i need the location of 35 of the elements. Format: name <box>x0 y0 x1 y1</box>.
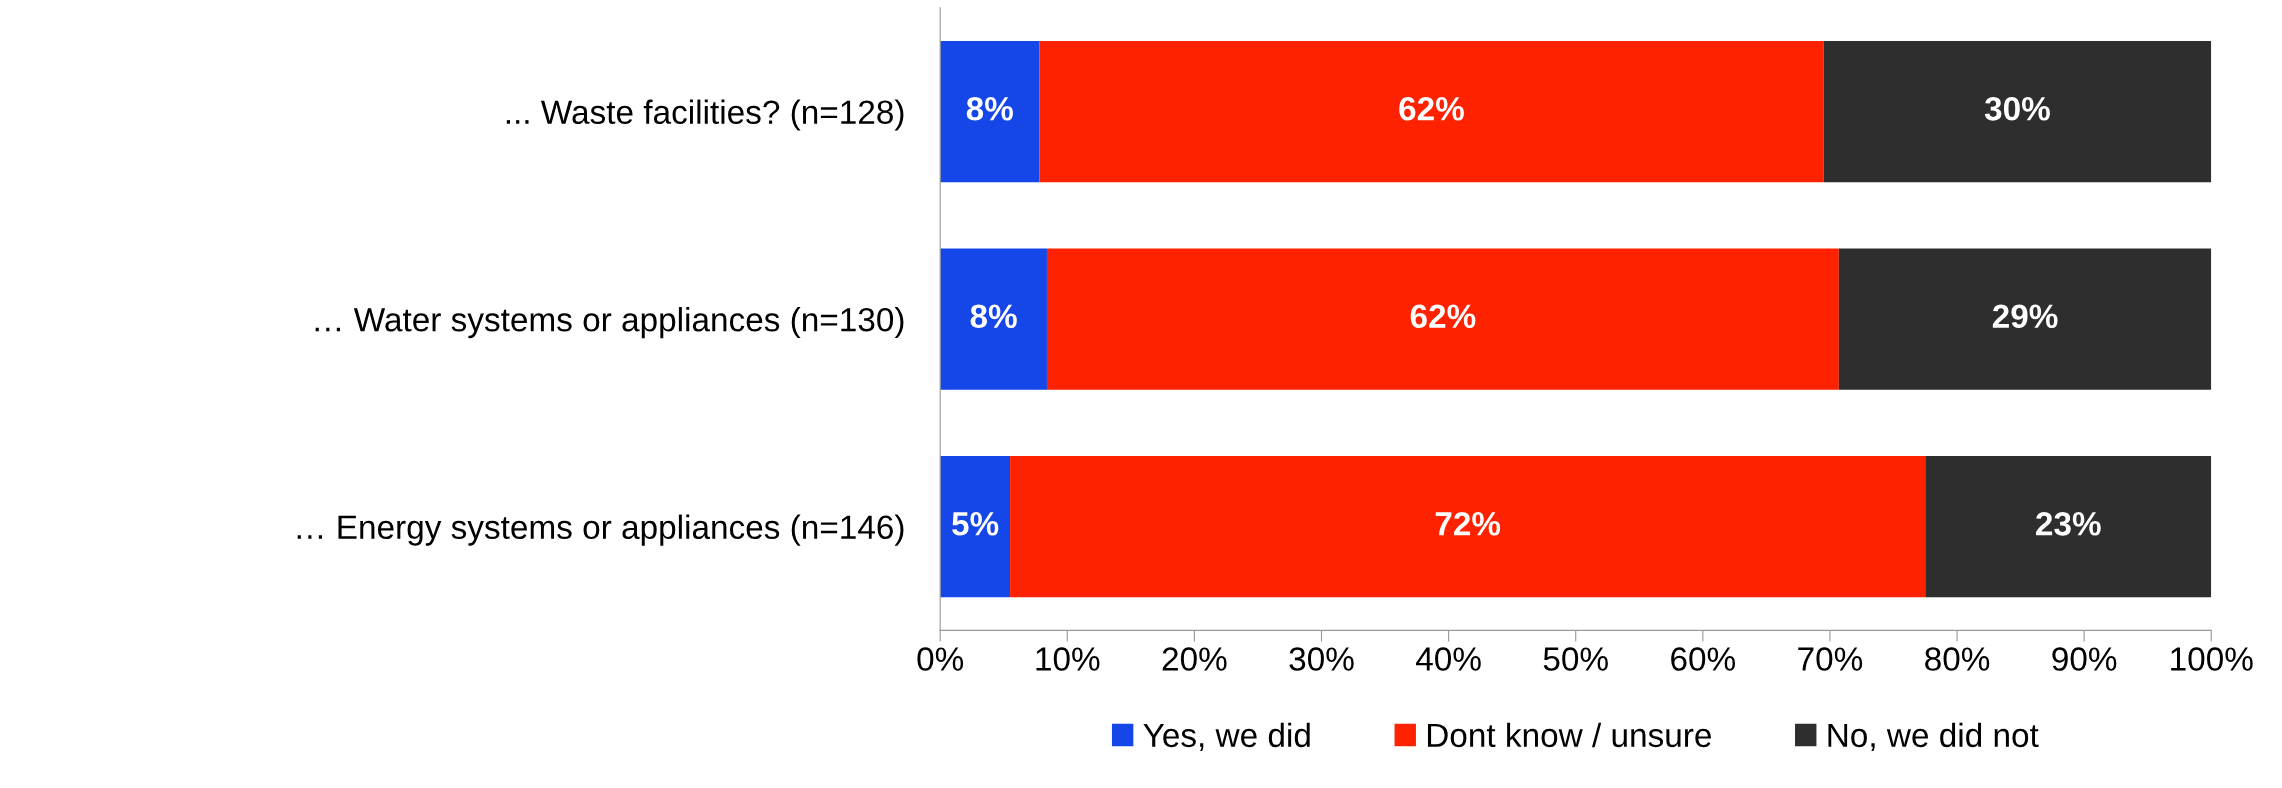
x-tick-label: 60% <box>1671 647 1735 671</box>
bar <box>940 41 1040 183</box>
x-tick-label: 80% <box>1925 647 1990 671</box>
x-tick-label: 0% <box>917 647 964 671</box>
data-label: 5% <box>952 512 999 536</box>
data-label: 8% <box>970 304 1017 329</box>
x-tick-label: 10% <box>1036 647 1100 671</box>
y-tick-label: ... Waste facilities? (n=128) <box>506 99 904 131</box>
data-label: 29% <box>1992 304 2058 329</box>
legend-label: Yes, we did <box>1143 722 1310 752</box>
x-tick-label: 100% <box>2171 647 2253 671</box>
x-tick-label: 50% <box>1543 647 1608 671</box>
x-tick-label: 40% <box>1416 647 1481 671</box>
data-label: 72% <box>1435 511 1501 536</box>
bar <box>1823 41 2212 183</box>
x-tick-label: 20% <box>1162 647 1227 671</box>
legend-label: Dont know / unsure <box>1427 722 1711 748</box>
x-tick-label: 70% <box>1798 647 1863 671</box>
bar <box>1046 248 1839 390</box>
bar <box>940 456 1011 598</box>
y-tick-label: … Water systems or appliances (n=130) <box>315 307 904 339</box>
bar <box>1010 456 1926 598</box>
bar <box>1838 248 2212 390</box>
bar <box>940 248 1047 390</box>
x-tick-label: 30% <box>1289 647 1354 671</box>
bar <box>1925 456 2212 598</box>
data-label: 30% <box>1984 96 2050 121</box>
data-label: 8% <box>966 96 1013 121</box>
data-label: 62% <box>1399 96 1464 121</box>
data-label: 62% <box>1410 304 1476 329</box>
data-label: 23% <box>2036 511 2101 536</box>
legend-label: No, we did not <box>1828 722 2039 752</box>
bar <box>1039 41 1824 183</box>
x-tick-label: 90% <box>2052 647 2117 671</box>
y-tick-label: … Energy systems or appliances (n=146) <box>297 514 904 546</box>
